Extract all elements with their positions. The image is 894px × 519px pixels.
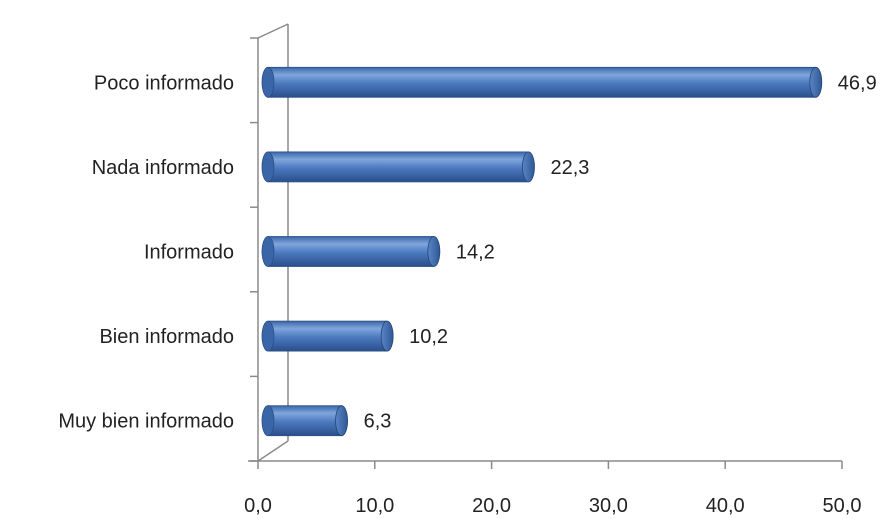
y-category-label: Informado [144,242,234,264]
bar-end-cap [809,66,823,98]
x-tick-label: 10,0 [355,495,394,517]
bar [267,405,342,437]
bar [267,151,529,183]
y-category-label: Bien informado [99,326,234,348]
x-tick-label: 30,0 [589,495,628,517]
bar-end-cap [335,405,348,437]
y-category-label: Poco informado [94,72,234,94]
x-tick-label: 20,0 [472,495,511,517]
wall-bottom-edge [257,440,289,462]
bar [267,66,817,98]
y-category-label: Muy bien informado [58,411,234,433]
x-tick-label: 50,0 [823,495,862,517]
bar-value-label: 46,9 [838,72,877,94]
bar-start-cap [261,405,275,437]
bar-value-label: 6,3 [364,411,392,433]
bar-end-cap [427,236,441,267]
bar-start-cap [261,320,275,352]
x-tick-label: 40,0 [706,495,745,517]
chart-bars [261,66,823,437]
bar-start-cap [261,236,275,267]
bar-value-label: 10,2 [409,326,448,348]
bar [267,320,388,352]
chart-labels: 0,0 10,0 20,0 30,0 40,0 50,0 Poco informado 46,… [58,72,876,517]
bar-start-cap [261,66,275,98]
bar-value-label: 14,2 [456,242,495,264]
x-tick-label: 0,0 [244,495,272,517]
y-category-label: Nada informado [92,157,234,179]
wall-top-edge [257,23,289,39]
bar-end-cap [380,320,394,352]
bar-end-cap [522,151,535,183]
bar [267,236,435,267]
bar-start-cap [261,151,275,183]
bar-value-label: 22,3 [550,157,589,179]
